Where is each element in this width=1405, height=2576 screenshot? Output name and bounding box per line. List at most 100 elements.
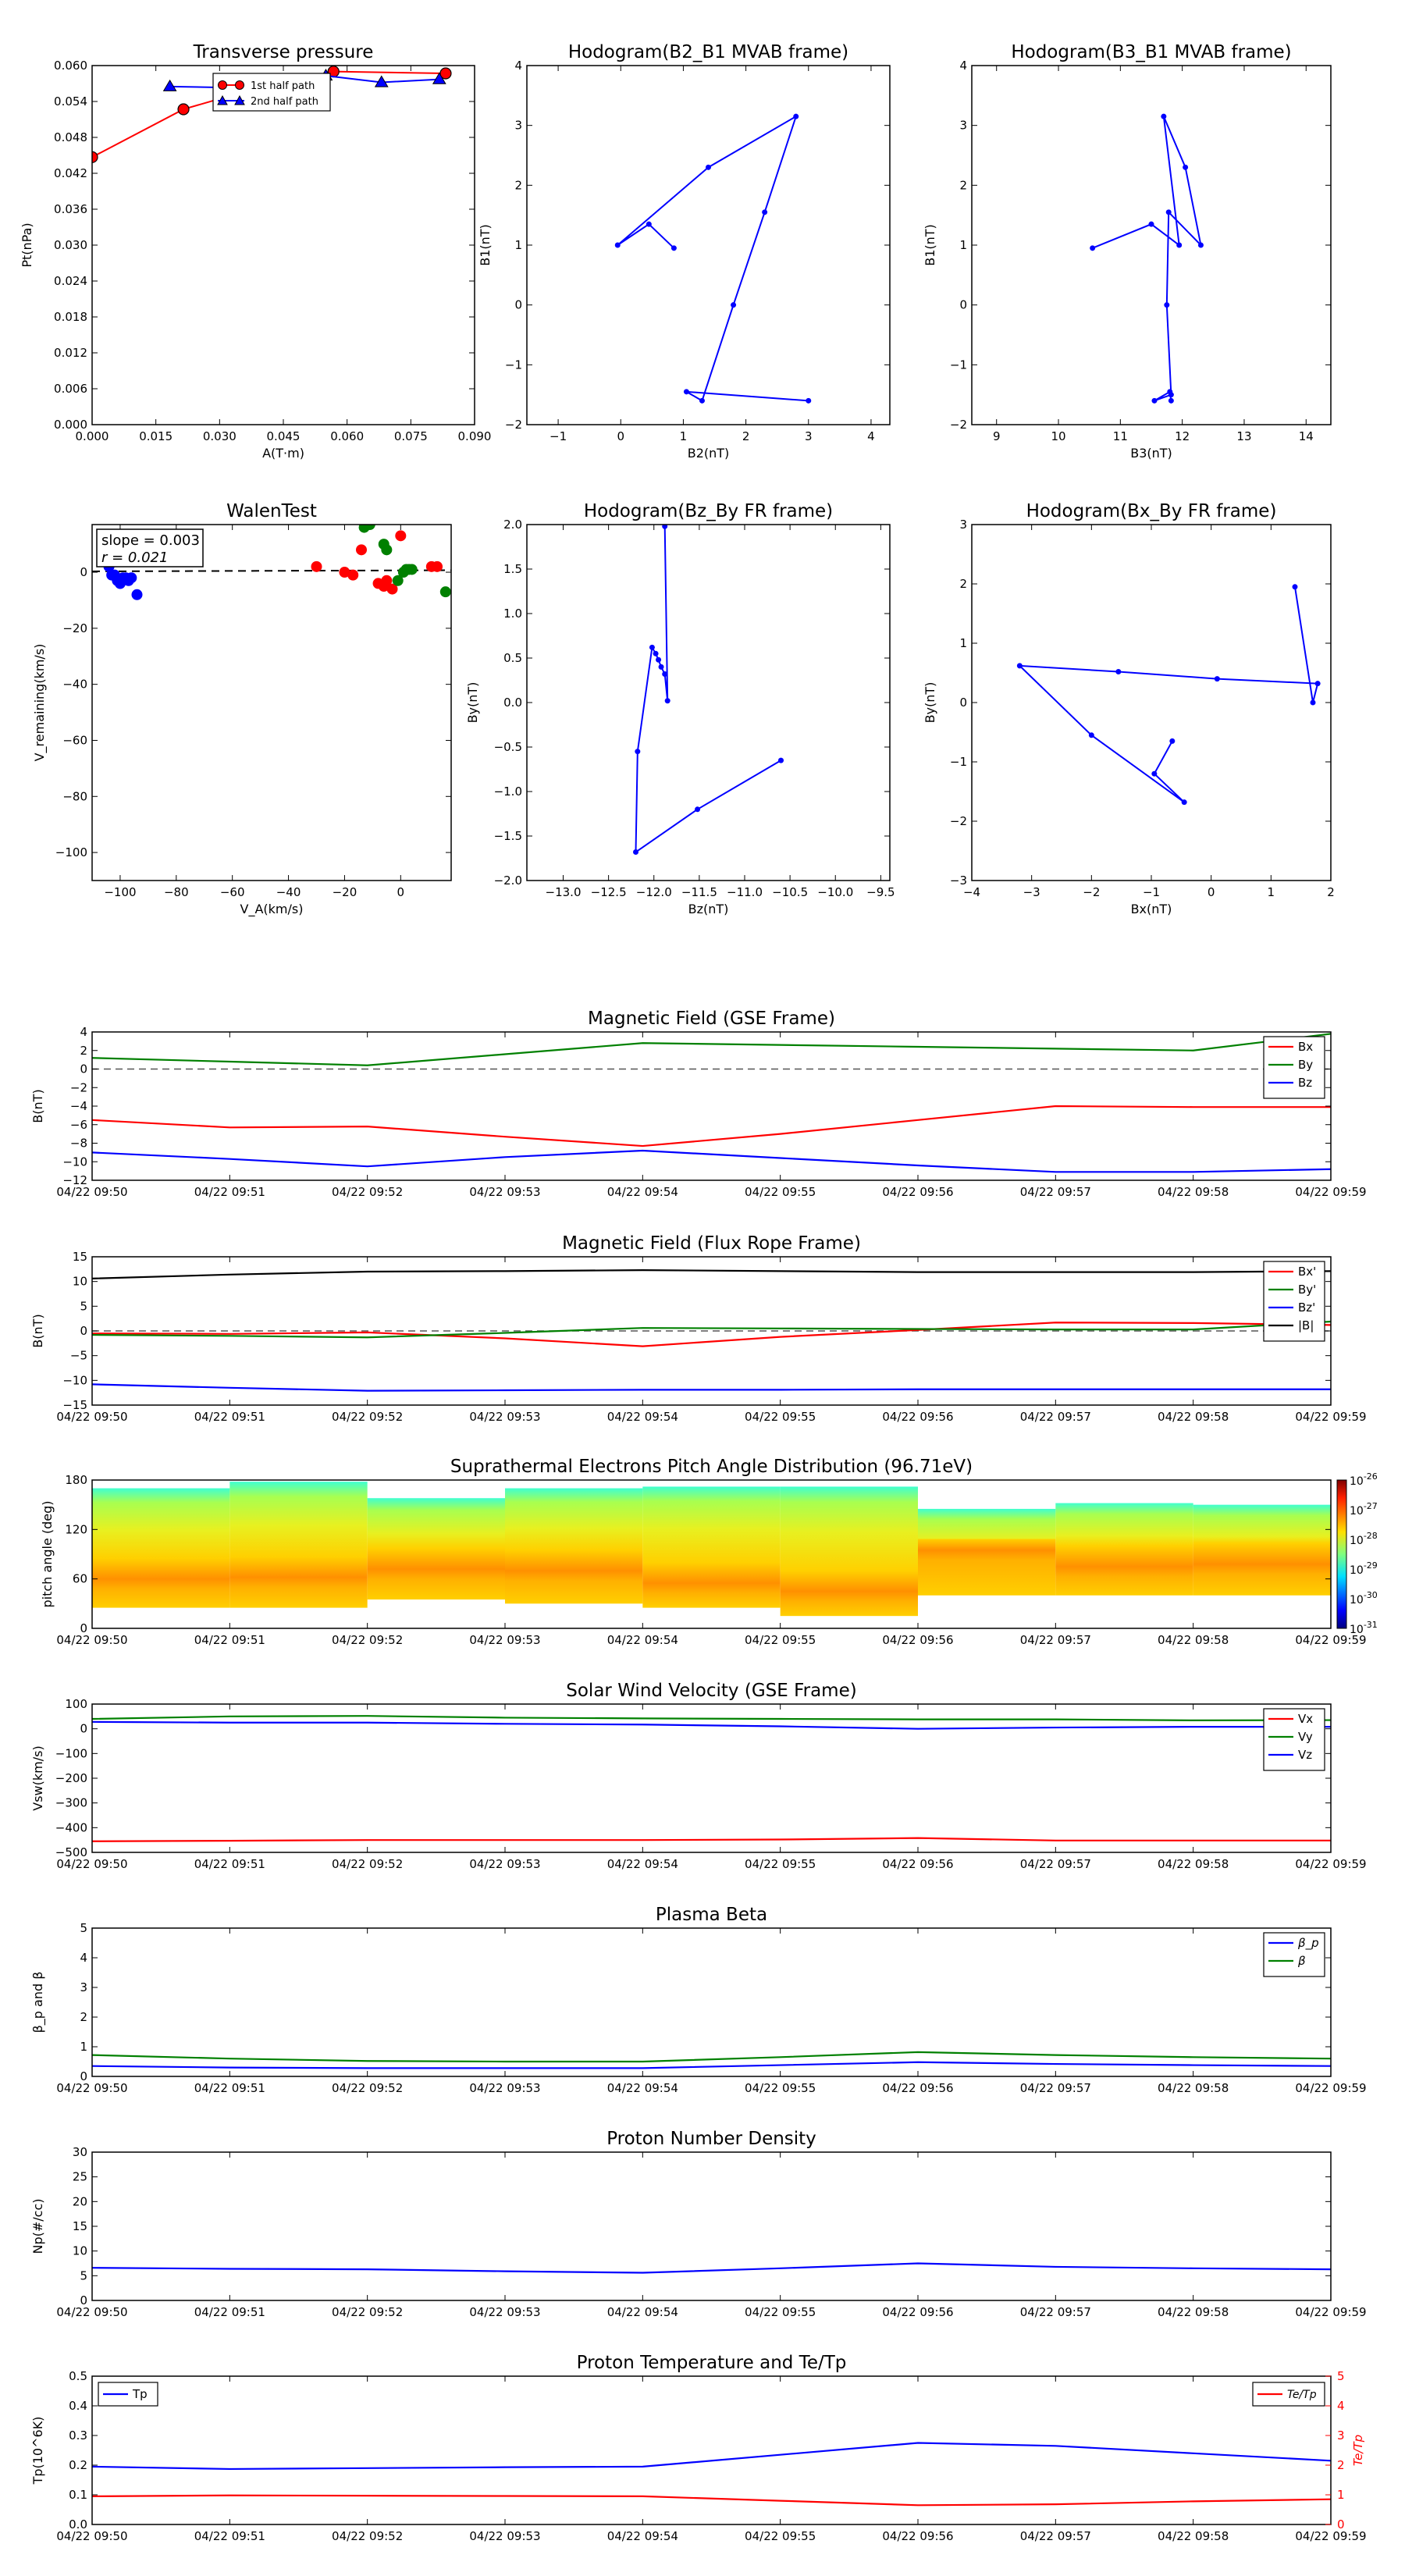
x-tick-label: 04/22 09:55 [745, 1633, 816, 1647]
x-tick-label: 04/22 09:58 [1158, 2081, 1229, 2095]
y-tick-label: 30 [73, 2145, 87, 2159]
data-point [683, 389, 689, 395]
x-tick-label: −20 [333, 885, 357, 899]
y-axis-label: B1(nT) [923, 224, 937, 266]
y-tick-label: −1 [950, 755, 967, 769]
y-tick-label: 10 [73, 2244, 87, 2258]
x-tick-label: 04/22 09:56 [882, 1857, 953, 1871]
pad-panel: 04/22 09:50 04/22 09:51 04/22 09:52 04/22 0… [40, 1457, 1378, 1647]
series-line-0 [1092, 116, 1203, 402]
legend-label: |B| [1298, 1318, 1314, 1332]
y-tick-label: 1.0 [503, 607, 522, 621]
y-tick-label: 4 [514, 59, 522, 73]
data-point [406, 564, 418, 575]
y-tick-label: −8 [70, 1137, 87, 1151]
x-tick-label: 04/22 09:58 [1158, 2529, 1229, 2543]
y-tick-label: 3 [959, 518, 967, 532]
x-tick-label: 04/22 09:50 [56, 2081, 127, 2095]
y-tick-label: 180 [65, 1473, 87, 1487]
x-tick-label: 04/22 09:55 [745, 2305, 816, 2319]
x-tick-label: 1 [680, 429, 688, 443]
tp-frame [91, 2375, 1332, 2525]
x-tick-label: −13.0 [546, 885, 582, 899]
legend-box [1263, 1708, 1325, 1771]
series-line-Bz [92, 1149, 1331, 1173]
y-tick-label: −0.5 [494, 740, 522, 754]
x-tick-label: 10 [1051, 429, 1065, 443]
b_fr-plot-area [92, 1268, 1331, 1392]
y-axis-label: By(nT) [465, 682, 480, 724]
colorbar-tick-label: 10-30 [1350, 1590, 1378, 1606]
data-point [664, 698, 670, 704]
data-point [1169, 738, 1176, 744]
beta-frame [91, 1927, 1332, 2077]
y-tick-label: 0 [80, 2293, 87, 2307]
y-tick-label: 20 [73, 2194, 87, 2208]
x-tick-label: 0 [397, 885, 405, 899]
colorbar-tick-label: 10-26 [1350, 1471, 1378, 1488]
y-tick-label-right: 3 [1337, 2428, 1345, 2443]
chart-title: Hodogram(B2_B1 MVAB frame) [568, 42, 848, 62]
series-line-Te/Tp [92, 2494, 1331, 2507]
data-point [1161, 113, 1167, 119]
data-point [432, 72, 446, 84]
y-tick-label: −100 [55, 845, 87, 859]
x-tick-label: 04/22 09:54 [607, 1185, 678, 1199]
y-tick-label: 4 [80, 1025, 87, 1039]
y-tick-label: 0 [959, 696, 967, 710]
legend-box [1263, 1036, 1325, 1099]
y-tick-label: 0.3 [69, 2428, 87, 2443]
legend-marker [217, 94, 228, 105]
y-tick-label: 0 [80, 1324, 87, 1338]
data-point [633, 849, 638, 856]
y-tick-label: 0.006 [54, 382, 87, 396]
data-point [658, 664, 664, 670]
x-tick-label: −100 [104, 885, 136, 899]
data-point [92, 151, 98, 163]
chart-title: Hodogram(Bx_By FR frame) [1026, 501, 1277, 521]
y-tick-label: 2 [514, 178, 522, 192]
annotation-box [96, 528, 204, 568]
heatmap-column [92, 1488, 230, 1608]
y-tick-label: 25 [73, 2170, 87, 2184]
data-point [646, 221, 652, 227]
x-tick-label: 04/22 09:50 [56, 1857, 127, 1871]
x-tick-label: −1 [550, 429, 567, 443]
heatmap-column [1193, 1504, 1331, 1596]
legend-label: Bz [1298, 1076, 1312, 1090]
chart-title: Proton Temperature and Te/Tp [577, 2353, 847, 2373]
x-tick-label: −11.0 [727, 885, 763, 899]
series-line-β_p [92, 2061, 1331, 2069]
x-tick-label: 2 [742, 429, 750, 443]
heatmap-column [505, 1488, 643, 1604]
x-tick-label: 04/22 09:58 [1158, 1410, 1229, 1424]
data-point [614, 242, 621, 248]
tp-panel: 04/22 09:50 04/22 09:51 04/22 09:52 04/22 0… [30, 2353, 1367, 2543]
data-point [126, 572, 137, 584]
legend-label: Vx [1298, 1712, 1313, 1726]
x-tick-label: 04/22 09:58 [1158, 1185, 1229, 1199]
y-tick-label: −80 [62, 789, 87, 803]
chart-title: Transverse pressure [193, 42, 374, 62]
x-tick-label: 04/22 09:53 [469, 1410, 540, 1424]
x-tick-label: 2 [1327, 885, 1335, 899]
y-tick-label: −12 [62, 1173, 87, 1187]
x-tick-label: 04/22 09:57 [1020, 1410, 1091, 1424]
x-axis-label: A(T·m) [262, 446, 304, 461]
y-tick-label: 0.030 [54, 238, 87, 252]
legend-label: 1st half path [251, 80, 315, 92]
x-tick-label: 14 [1299, 429, 1314, 443]
hodo_b3b1-frame [971, 65, 1332, 425]
x-tick-label: 04/22 09:59 [1295, 2529, 1366, 2543]
y-tick-label-right: 5 [1337, 2369, 1345, 2383]
colorbar-tick-label: 10-31 [1350, 1620, 1378, 1636]
x-tick-label: 04/22 09:59 [1295, 1857, 1366, 1871]
colorbar-tick-label: 10-27 [1350, 1501, 1378, 1517]
hodo_b2b1-frame [526, 65, 891, 425]
data-point [1088, 732, 1094, 738]
data-point [1168, 397, 1174, 404]
x-tick-label: −2 [1083, 885, 1100, 899]
y-axis-label: B(nT) [30, 1089, 45, 1123]
